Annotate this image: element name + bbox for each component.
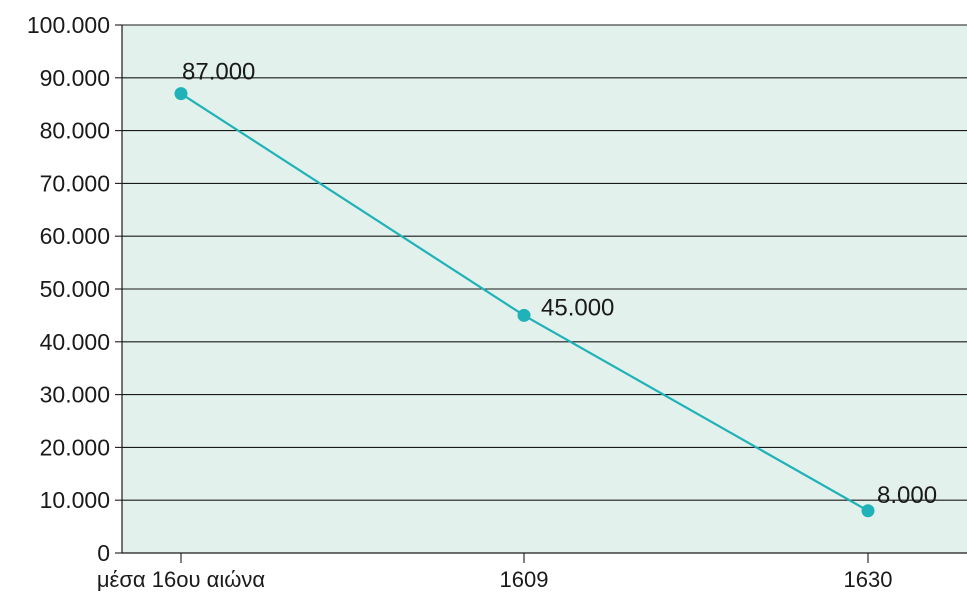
y-tick-label: 80.000 [40, 118, 110, 144]
data-point [861, 504, 875, 518]
series [174, 87, 875, 518]
x-tick-label: 1630 [844, 567, 893, 592]
x-axis-tick-labels: μέσα 16ου αιώνα 1609 1630 [97, 553, 893, 592]
axes [121, 25, 967, 554]
x-tick-label: μέσα 16ου αιώνα [97, 567, 266, 592]
y-tick-label: 40.000 [40, 329, 110, 355]
y-tick-label: 100.000 [27, 12, 110, 38]
y-tick-label: 60.000 [40, 223, 110, 249]
data-point [517, 308, 531, 322]
y-tick-label: 10.000 [40, 487, 110, 513]
data-label: 45.000 [541, 294, 614, 321]
data-point [174, 87, 188, 101]
y-tick-label: 0 [97, 540, 110, 566]
y-tick-label: 30.000 [40, 382, 110, 408]
y-tick-label: 20.000 [40, 434, 110, 460]
x-tick-label: 1609 [500, 567, 549, 592]
gridlines [115, 24, 967, 554]
data-labels: 87.000 45.000 8.000 [182, 59, 937, 509]
y-tick-label: 70.000 [40, 170, 110, 196]
y-tick-label: 50.000 [40, 276, 110, 302]
data-label: 8.000 [877, 482, 937, 509]
y-axis-tick-labels: 0 10.000 20.000 30.000 40.000 50.000 60.000 70.… [27, 12, 110, 566]
data-label: 87.000 [182, 59, 255, 86]
y-tick-label: 90.000 [40, 65, 110, 91]
